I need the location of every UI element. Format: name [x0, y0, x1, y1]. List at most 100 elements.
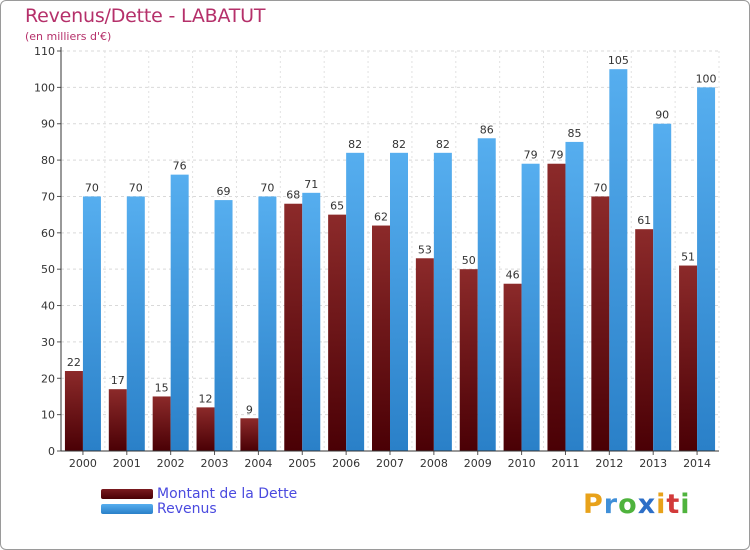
x-tick-label: 2007 — [376, 457, 404, 470]
data-label-debt: 12 — [199, 392, 213, 405]
x-tick-label: 2014 — [683, 457, 711, 470]
logo-letter: x — [637, 489, 657, 520]
y-tick-label: 60 — [41, 227, 55, 240]
y-tick-label: 30 — [41, 336, 55, 349]
x-tick-label: 2010 — [508, 457, 536, 470]
data-label-revenus: 79 — [524, 149, 538, 162]
data-label-revenus: 82 — [392, 138, 406, 151]
bar-debt — [196, 407, 215, 451]
legend-swatch-revenus — [101, 504, 153, 514]
bar-debt — [547, 163, 566, 451]
y-tick-label: 50 — [41, 263, 55, 276]
bar-debt — [64, 371, 83, 451]
bar-revenus — [82, 196, 101, 451]
bar-debt — [328, 214, 347, 451]
bar-revenus — [697, 87, 716, 451]
logo-letter: i — [656, 489, 667, 520]
x-tick-label: 2004 — [244, 457, 272, 470]
y-tick-label: 10 — [41, 409, 55, 422]
data-label-revenus: 70 — [260, 181, 274, 194]
y-tick-label: 80 — [41, 154, 55, 167]
bar-revenus — [170, 174, 189, 452]
x-tick-label: 2006 — [332, 457, 360, 470]
bar-revenus — [653, 123, 672, 452]
bar-revenus — [302, 192, 321, 451]
x-tick-label: 2013 — [639, 457, 667, 470]
data-label-revenus: 100 — [696, 72, 717, 85]
data-label-debt: 70 — [593, 181, 607, 194]
data-label-debt: 50 — [462, 254, 476, 267]
bar-debt — [679, 265, 698, 451]
data-label-revenus: 70 — [85, 181, 99, 194]
bar-revenus — [214, 200, 233, 451]
logo-letter: t — [666, 489, 681, 520]
chart-subtitle: (en milliers d'€) — [25, 30, 112, 43]
bar-debt — [459, 269, 478, 451]
x-tick-label: 2009 — [464, 457, 492, 470]
logo-letter: i — [680, 489, 691, 520]
y-tick-label: 110 — [34, 45, 55, 58]
bar-debt — [503, 283, 522, 451]
x-tick-label: 2000 — [69, 457, 97, 470]
data-label-debt: 79 — [549, 149, 563, 162]
proxiti-logo: Proxiti — [583, 489, 691, 520]
legend-label-debt: Montant de la Dette — [157, 486, 298, 502]
data-label-revenus: 105 — [608, 54, 629, 67]
bar-revenus — [390, 152, 408, 451]
bar-revenus — [477, 138, 496, 452]
data-label-revenus: 86 — [480, 123, 494, 136]
bar-revenus — [609, 69, 628, 451]
data-label-revenus: 82 — [436, 138, 450, 151]
bar-revenus — [565, 141, 584, 451]
bar-revenus — [521, 163, 540, 451]
bar-revenus — [126, 196, 145, 451]
bar-debt — [415, 258, 434, 451]
x-tick-label: 2012 — [595, 457, 623, 470]
bar-debt — [372, 225, 390, 451]
data-label-debt: 65 — [330, 200, 344, 213]
bar-debt — [591, 196, 610, 451]
chart-title: Revenus/Dette - LABATUT — [25, 5, 266, 27]
logo-letter: P — [583, 489, 604, 520]
y-tick-label: 40 — [41, 300, 55, 313]
y-tick-label: 0 — [48, 445, 55, 458]
x-tick-label: 2001 — [113, 457, 141, 470]
data-label-revenus: 69 — [217, 185, 231, 198]
data-label-debt: 61 — [637, 214, 651, 227]
bar-debt — [152, 396, 171, 451]
y-tick-label: 70 — [41, 190, 55, 203]
data-label-debt: 22 — [67, 356, 81, 369]
legend-label-revenus: Revenus — [157, 501, 217, 517]
data-label-debt: 17 — [111, 374, 125, 387]
bar-debt — [284, 203, 303, 451]
data-label-revenus: 70 — [129, 181, 143, 194]
bar-revenus — [346, 152, 365, 451]
legend-swatch-debt — [101, 489, 153, 499]
bar-debt — [108, 389, 127, 451]
data-label-debt: 15 — [155, 381, 169, 394]
data-label-revenus: 85 — [567, 127, 581, 140]
logo-letter: r — [603, 489, 619, 520]
y-tick-label: 20 — [41, 372, 55, 385]
data-label-revenus: 90 — [655, 109, 669, 122]
bar-debt — [635, 229, 654, 451]
data-label-debt: 68 — [286, 189, 300, 202]
y-tick-label: 90 — [41, 118, 55, 131]
data-label-debt: 53 — [418, 243, 432, 256]
data-label-debt: 9 — [246, 403, 253, 416]
data-label-debt: 51 — [681, 251, 695, 264]
data-label-debt: 46 — [506, 269, 520, 282]
x-tick-label: 2003 — [201, 457, 229, 470]
x-tick-label: 2005 — [288, 457, 316, 470]
data-label-revenus: 71 — [304, 178, 318, 191]
data-label-debt: 62 — [374, 211, 388, 224]
bar-debt — [240, 418, 259, 451]
x-tick-label: 2002 — [157, 457, 185, 470]
x-tick-label: 2008 — [420, 457, 448, 470]
data-label-revenus: 82 — [348, 138, 362, 151]
bar-revenus — [433, 152, 452, 451]
y-tick-label: 100 — [34, 81, 55, 94]
x-tick-label: 2011 — [551, 457, 579, 470]
